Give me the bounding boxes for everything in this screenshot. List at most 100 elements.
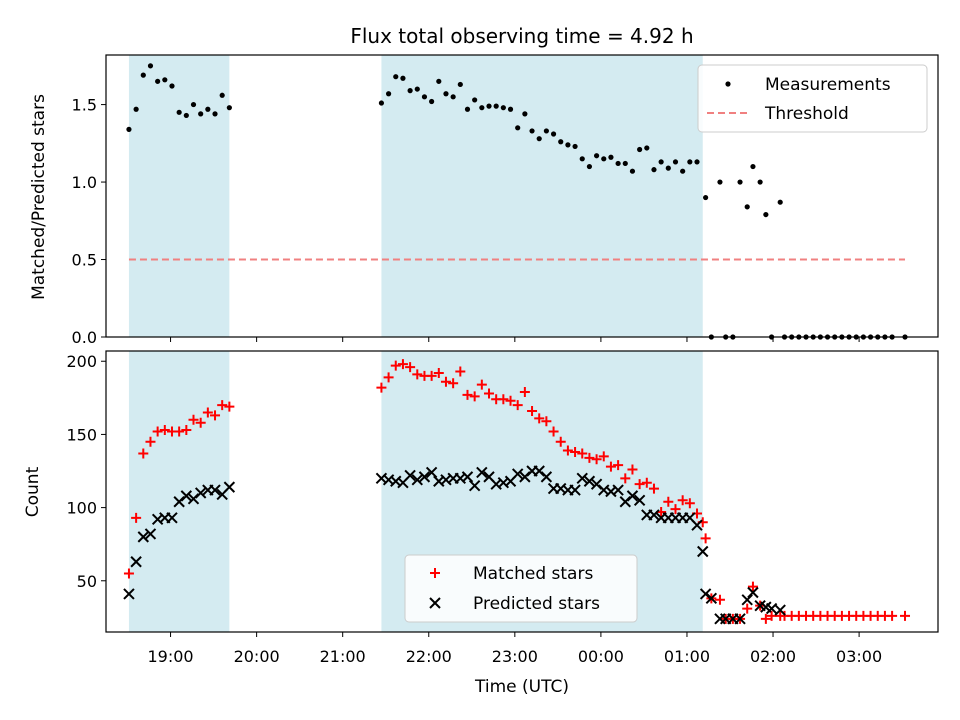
bottom-y-axis-label: Count [23,466,43,517]
bottom-axes-frame [105,350,939,633]
data-point [476,379,487,390]
data-point [648,509,660,521]
data-point [130,556,142,568]
x-tick-label: 21:00 [320,647,366,666]
data-point [511,468,524,480]
data-point [598,451,609,462]
data-point [747,581,758,592]
data-point [534,413,545,424]
data-point [680,168,686,174]
data-point [162,77,168,83]
data-point [376,382,387,393]
data-point [190,101,197,108]
data-point [570,446,581,457]
data-point [605,461,616,472]
data-point [202,407,213,418]
data-point [741,594,753,606]
data-point [694,159,700,165]
data-point [569,484,581,496]
x-axis-label: Time (UTC) [474,677,569,697]
data-point [126,126,132,132]
top-y-tick-label: 1.5 [72,96,97,115]
data-point [223,481,236,493]
data-point [658,159,664,165]
data-point [493,103,499,109]
data-point [522,111,528,117]
data-point [586,163,593,170]
data-point [744,204,750,210]
data-point [550,131,557,137]
data-point [440,376,451,387]
data-point [548,426,559,437]
data-point [529,128,535,134]
data-point [620,473,631,484]
legend-marker-matched [430,568,440,578]
data-point [584,452,595,463]
x-tick-label: 20:00 [234,647,280,666]
data-point [194,487,207,499]
x-tick-label: 23:00 [492,647,538,666]
chart-title: Flux total observing time = 4.92 h [350,24,693,48]
data-point [390,360,401,371]
data-point [181,425,192,436]
data-point [612,484,624,496]
data-point [484,388,495,399]
data-point [626,490,639,502]
data-point [512,400,523,411]
data-point [414,86,420,92]
bottom-y-tick-label: 200 [66,352,97,371]
data-point [691,519,703,531]
data-point [648,483,659,494]
data-point [174,426,185,437]
data-point [418,471,431,483]
data-point [703,194,709,201]
data-point [464,106,471,112]
data-point [750,163,756,170]
data-point [615,160,621,167]
data-point [515,125,521,131]
data-point [144,528,157,540]
bottom-series-predicted-stars [123,465,786,625]
data-point [677,495,688,506]
data-point [543,128,549,134]
data-point [183,112,189,119]
data-point [212,111,218,117]
top-shaded-interval [128,55,230,337]
data-point [583,475,596,487]
legend-marker-predicted [429,597,441,609]
data-point [536,136,542,142]
data-point [429,98,435,105]
data-point [507,106,514,112]
x-tick-label: 02:00 [750,647,796,666]
top-legend: Measurements Threshold [697,64,928,133]
data-point [644,145,650,151]
data-point [572,143,578,150]
top-y-tick-label: 0.5 [72,251,97,270]
data-point [498,394,509,405]
data-point [123,568,134,579]
bottom-y-tick-label: 150 [66,425,97,444]
data-point [697,545,709,558]
data-point [505,395,516,406]
data-point [468,479,481,492]
data-point [629,168,636,174]
data-point [443,91,449,97]
data-point [217,400,228,411]
data-point [541,416,552,427]
data-point [774,604,786,616]
data-point [226,105,232,111]
bottom-y-tick-label: 100 [66,499,97,518]
data-point [425,466,438,479]
top-panel: 0.0 0.5 1.0 1.5 Measurements Threshold [72,54,939,347]
data-point [562,445,573,456]
data-point [469,391,480,402]
data-point [385,91,392,97]
data-point [169,83,175,89]
data-point [766,610,777,621]
data-point [176,109,182,115]
data-point [760,613,771,624]
data-point [663,496,674,507]
top-shaded-interval [381,55,703,337]
data-point [198,111,204,117]
data-point [579,156,585,162]
